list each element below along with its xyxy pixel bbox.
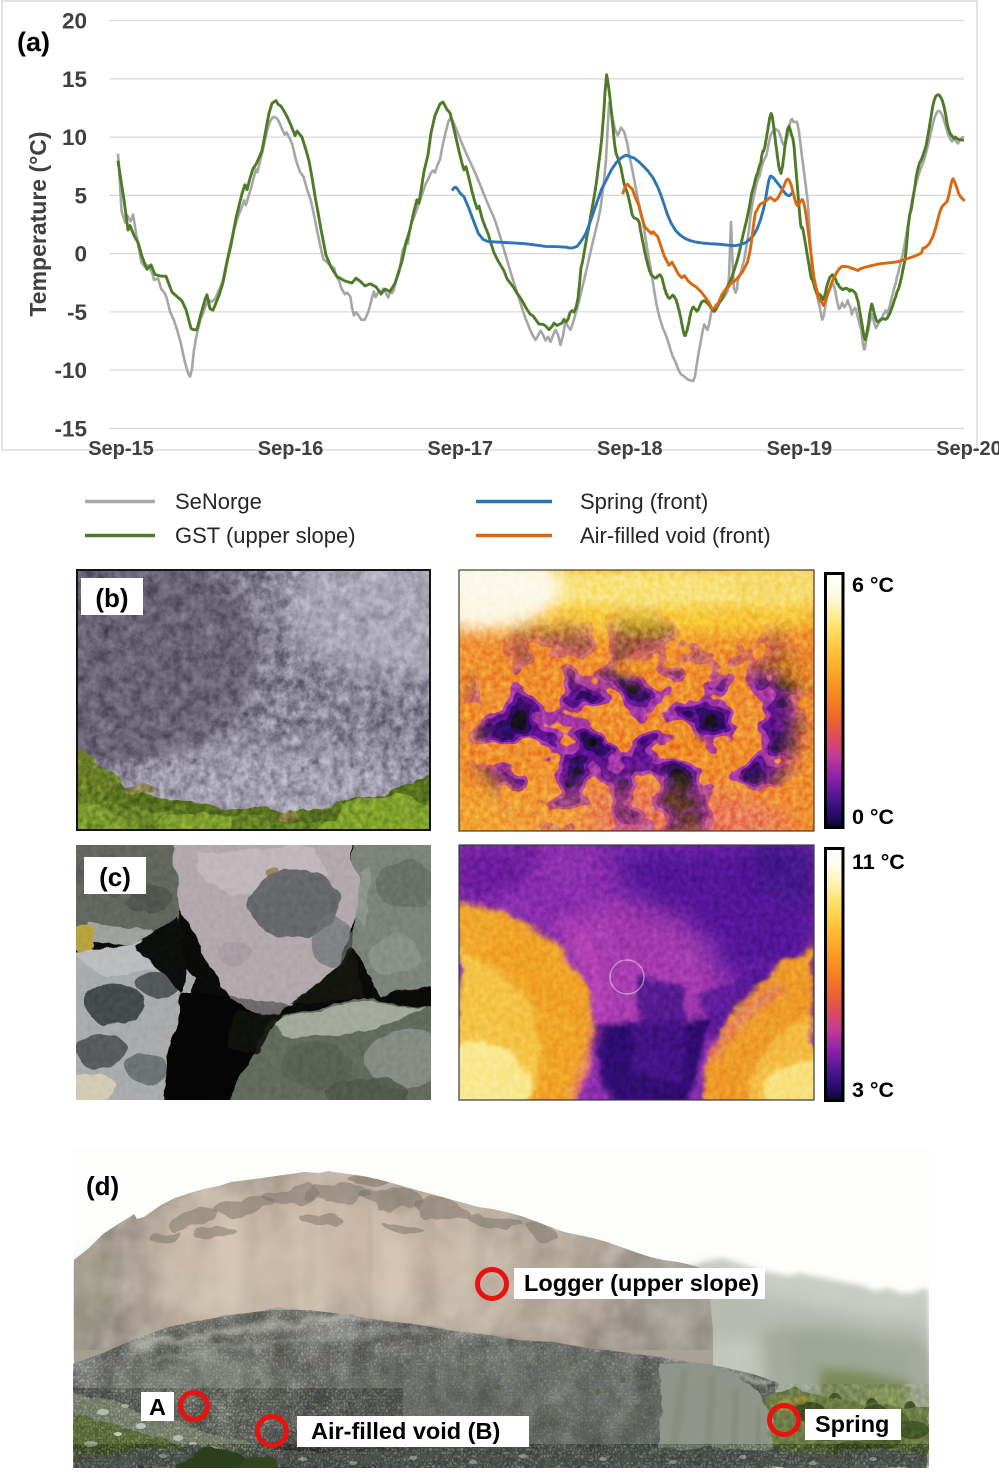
svg-text:Sep-17: Sep-17 — [427, 438, 493, 460]
svg-text:A: A — [149, 1394, 166, 1420]
svg-text:-15: -15 — [54, 416, 87, 441]
svg-text:(b): (b) — [95, 583, 128, 613]
svg-text:Logger (upper slope): Logger (upper slope) — [524, 1270, 759, 1296]
svg-text:SeNorge: SeNorge — [175, 489, 262, 514]
svg-text:Sep-15: Sep-15 — [88, 438, 154, 460]
svg-text:5: 5 — [74, 183, 87, 208]
svg-text:11 °C: 11 °C — [852, 850, 905, 874]
svg-text:GST (upper slope): GST (upper slope) — [175, 523, 356, 548]
svg-text:Air-filled void (B): Air-filled void (B) — [311, 1418, 500, 1444]
svg-text:0 °C: 0 °C — [852, 805, 894, 829]
svg-text:(d): (d) — [86, 1171, 119, 1201]
svg-text:15: 15 — [62, 67, 87, 92]
svg-text:(c): (c) — [99, 862, 131, 892]
svg-text:Spring: Spring — [815, 1411, 889, 1437]
svg-text:0: 0 — [74, 242, 87, 267]
svg-text:Sep-20: Sep-20 — [936, 438, 999, 460]
svg-text:Spring (front): Spring (front) — [580, 489, 708, 514]
svg-text:6 °C: 6 °C — [852, 573, 894, 597]
svg-text:10: 10 — [62, 125, 87, 150]
svg-text:Sep-18: Sep-18 — [597, 438, 663, 460]
svg-text:Air-filled void (front): Air-filled void (front) — [580, 523, 771, 548]
svg-text:-10: -10 — [54, 358, 87, 383]
svg-text:Sep-16: Sep-16 — [258, 438, 324, 460]
svg-text:20: 20 — [62, 9, 87, 34]
svg-text:(a): (a) — [17, 27, 50, 57]
svg-text:-5: -5 — [67, 300, 87, 325]
svg-text:3 °C: 3 °C — [852, 1078, 894, 1102]
svg-text:Temperature (°C): Temperature (°C) — [25, 131, 51, 316]
svg-text:Sep-19: Sep-19 — [767, 438, 833, 460]
